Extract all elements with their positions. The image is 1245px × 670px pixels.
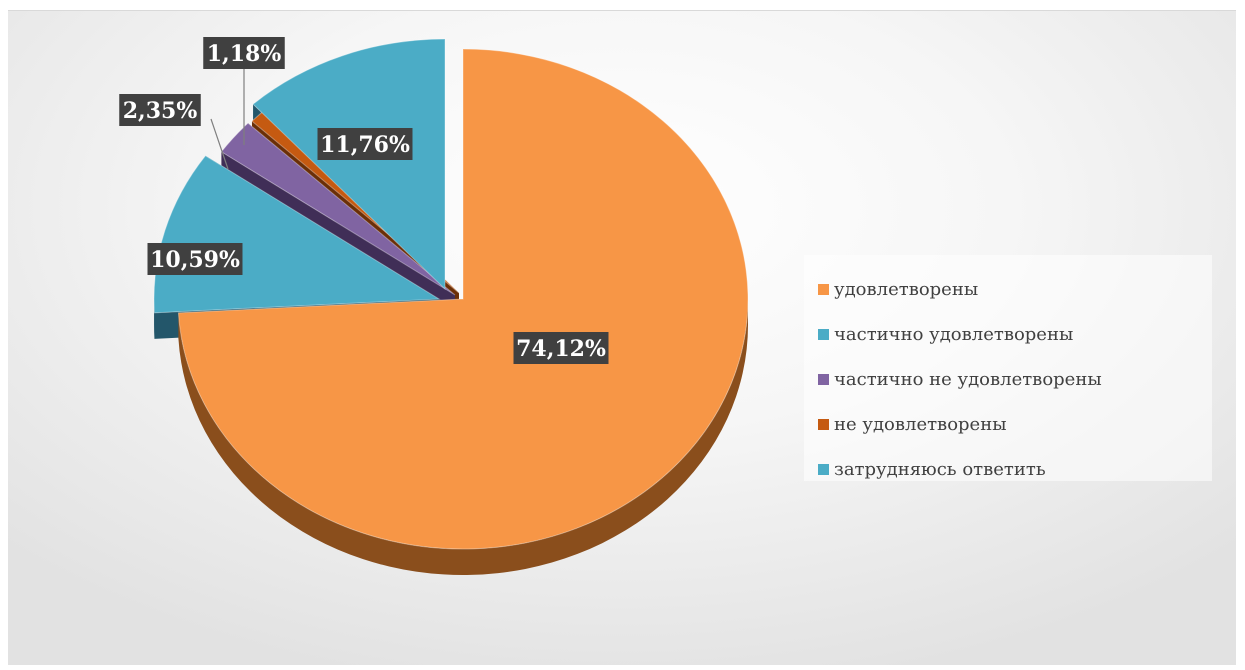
pie-slice-zatrudnyayus-otvetit <box>252 38 446 291</box>
legend-item: удовлетворены <box>818 267 1212 312</box>
legend-swatch-chastichno-udovletvoreny <box>818 329 829 340</box>
data-label-box-chastichno-ne-udovletvoreny <box>119 94 201 126</box>
pie-chart: 74,12% 10,59% 2,35% 1,18% 11,76% <box>119 37 749 576</box>
legend-item: затрудняюсь ответить <box>818 447 1212 492</box>
data-label-zatrudnyayus-otvetit: 11,76% <box>320 132 410 158</box>
data-label-chastichno-udovletvoreny: 10,59% <box>150 247 240 273</box>
legend-item: частично удовлетворены <box>818 312 1212 357</box>
pie-slice-chastichno-ne-udovletvoreny <box>220 122 456 296</box>
data-label-box-chastichno-udovletvoreny <box>147 243 243 275</box>
pie-slice-udovletvoreny <box>177 48 749 550</box>
data-label-chastichno-ne-udovletvoreny: 2,35% <box>123 98 198 124</box>
legend: удовлетворены частично удовлетворены час… <box>804 255 1212 481</box>
legend-item: частично не удовлетворены <box>818 357 1212 402</box>
legend-swatch-chastichno-ne-udovletvoreny <box>818 374 829 385</box>
legend-swatch-ne-udovletvoreny <box>818 419 829 430</box>
legend-label: не удовлетворены <box>834 414 1007 435</box>
data-label-box-zatrudnyayus-otvetit <box>317 128 413 160</box>
legend-label: затрудняюсь ответить <box>834 459 1046 480</box>
legend-label: частично удовлетворены <box>834 324 1074 345</box>
data-label-box-ne-udovletvoreny <box>203 37 285 69</box>
data-label-udovletvoreny: 74,12% <box>516 336 606 362</box>
legend-swatch-udovletvoreny <box>818 284 829 295</box>
legend-swatch-zatrudnyayus-otvetit <box>818 464 829 475</box>
legend-label: удовлетворены <box>834 279 979 300</box>
chart-area: 74,12% 10,59% 2,35% 1,18% 11,76% удовлетворе… <box>8 10 1236 665</box>
legend-item: не удовлетворены <box>818 402 1212 447</box>
leader-line-chastichno-ne-udovletvoreny <box>210 118 229 170</box>
data-label-ne-udovletvoreny: 1,18% <box>207 41 282 67</box>
legend-label: частично не удовлетворены <box>834 369 1102 390</box>
data-label-box-udovletvoreny <box>513 332 609 364</box>
